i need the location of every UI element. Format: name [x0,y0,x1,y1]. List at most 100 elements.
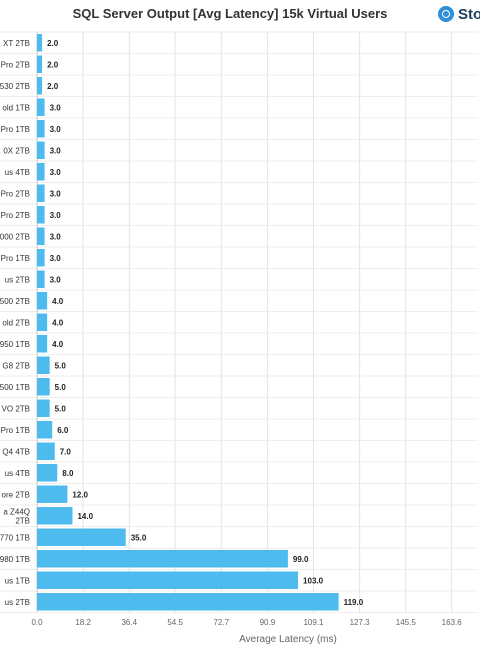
bar-value-label: 3.0 [50,125,62,134]
category-label: Pro 1TB [1,254,30,263]
bar-value-label: 3.0 [50,254,62,263]
bar-value-label: 99.0 [293,555,309,564]
category-label: 950 1TB [0,340,30,349]
category-label: us 2TB [5,275,30,284]
x-axis-ticks: 0.0 18.2 36.4 54.5 72.7 90.9 109.1 127.3 145.5 16… [31,618,462,627]
bar[interactable] [37,55,43,74]
category-label: Pro 1TB [1,125,30,134]
value-labels: 2.0 2.0 2.0 3.0 3.0 3.0 3.0 3.0 3.0 3.0 3.0 3.0 4.0 4… [47,39,364,607]
category-label: Pro 1TB [1,426,30,435]
bar-value-label: 3.0 [50,275,62,284]
category-label: a Z44Q 2TB [3,507,30,525]
x-tick-label: 36.4 [121,618,137,627]
bar[interactable] [37,34,43,52]
bar-value-label: 3.0 [50,189,62,198]
bar[interactable] [37,335,48,353]
bar[interactable] [37,77,43,95]
category-label: old 1TB [2,103,30,112]
x-axis-title: Average Latency (ms) [239,634,337,645]
storage-review-logo-icon [438,6,454,22]
category-labels: XT 2TB Pro 2TB 530 2TB old 1TB Pro 1TB 0X 2TB… [0,39,30,607]
category-label: ore 2TB [2,490,30,499]
category-label: 770 1TB [0,533,30,542]
category-label: Pro 2TB [1,189,30,198]
category-label: 000 2TB [0,232,30,241]
bar-value-label: 12.0 [72,490,88,499]
bar[interactable] [37,141,45,160]
category-label: us 4TB [5,469,30,478]
category-label: XT 2TB [3,39,30,48]
bar[interactable] [37,464,58,482]
category-label: G8 2TB [2,361,30,370]
x-tick-label: 127.3 [350,618,371,627]
bar-value-label: 3.0 [50,146,62,155]
bar[interactable] [37,593,339,611]
bar[interactable] [37,313,48,332]
bar-value-label: 5.0 [55,361,67,370]
category-label: 500 2TB [0,297,30,306]
category-label: us 4TB [5,168,30,177]
bar[interactable] [37,528,126,547]
bar[interactable] [37,163,45,181]
bar-value-label: 6.0 [57,426,69,435]
bar[interactable] [37,550,288,568]
bar-value-label: 35.0 [131,533,147,542]
x-tick-label: 163.6 [442,618,463,627]
category-label: 980 1TB [0,555,30,564]
bar[interactable] [37,292,48,310]
bar-value-label: 103.0 [303,576,324,585]
bar[interactable] [37,507,73,525]
bar[interactable] [37,485,68,504]
category-label: Q4 4TB [2,447,30,456]
bar[interactable] [37,249,45,267]
bar-value-label: 4.0 [52,318,64,327]
category-label: Pro 2TB [1,60,30,69]
chart-title: SQL Server Output [Avg Latency] 15k Virt… [72,6,388,21]
bar-value-label: 3.0 [50,168,62,177]
brand-logo[interactable]: Sto [438,4,480,24]
bar[interactable] [37,421,53,439]
category-label: 0X 2TB [3,146,30,155]
x-tick-label: 0.0 [31,618,43,627]
bar-value-label: 3.0 [50,232,62,241]
bar[interactable] [37,399,50,418]
bar[interactable] [37,206,45,224]
category-label: us 1TB [5,576,30,585]
bar-value-label: 2.0 [47,82,59,91]
x-tick-label: 72.7 [213,618,229,627]
brand-logo-text: Sto [458,5,480,23]
category-label: us 2TB [5,598,30,607]
category-label: 530 2TB [0,82,30,91]
bar-value-label: 4.0 [52,297,64,306]
bar[interactable] [37,378,50,396]
bars [37,34,339,611]
category-label: old 2TB [2,318,30,327]
bar[interactable] [37,571,299,590]
bar-value-label: 14.0 [77,512,93,521]
bar[interactable] [37,356,50,375]
bar[interactable] [37,184,45,203]
bar-value-label: 7.0 [60,447,72,456]
x-tick-label: 109.1 [303,618,324,627]
bar-value-label: 3.0 [50,211,62,220]
bar-value-label: 4.0 [52,340,64,349]
x-tick-label: 145.5 [396,618,417,627]
bar-value-label: 5.0 [55,383,67,392]
grid-lines [0,31,478,613]
bar[interactable] [37,442,55,461]
bar[interactable] [37,98,45,117]
bar[interactable] [37,227,45,246]
bar-value-label: 8.0 [62,469,74,478]
x-tick-label: 90.9 [260,618,276,627]
category-label: Pro 2TB [1,211,30,220]
bar-value-label: 2.0 [47,60,59,69]
category-label: VO 2TB [2,404,30,413]
x-tick-label: 18.2 [75,618,91,627]
x-tick-label: 54.5 [167,618,183,627]
bar-value-label: 119.0 [344,598,364,607]
bar-value-label: 5.0 [55,404,67,413]
bar-value-label: 3.0 [50,103,62,112]
bar[interactable] [37,120,45,138]
bar[interactable] [37,270,45,289]
